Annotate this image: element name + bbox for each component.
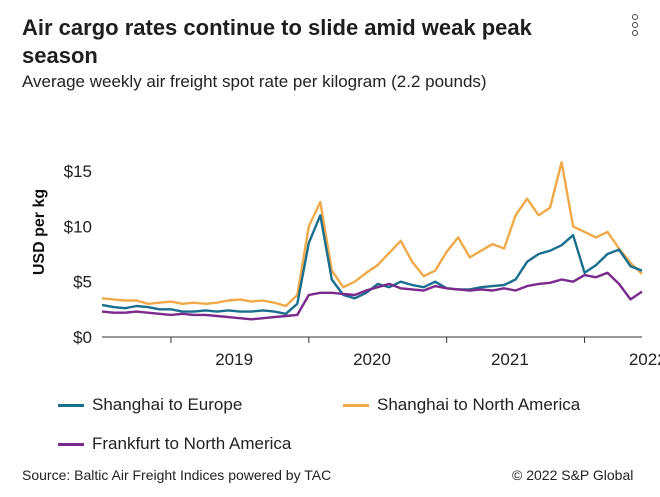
x-tick-label: 2021 bbox=[491, 350, 529, 369]
x-tick-label: 2019 bbox=[215, 350, 253, 369]
menu-dot bbox=[632, 30, 638, 36]
y-tick-label: $5 bbox=[73, 273, 92, 292]
y-tick-label: $15 bbox=[64, 162, 92, 181]
legend-item-europe[interactable]: Shanghai to Europe bbox=[58, 395, 242, 415]
x-tick-label: 2022 bbox=[629, 350, 660, 369]
menu-dot bbox=[632, 14, 638, 20]
legend-swatch bbox=[58, 403, 84, 407]
chart-subtitle: Average weekly air freight spot rate per… bbox=[22, 72, 487, 91]
legend-item-north-america[interactable]: Shanghai to North America bbox=[343, 395, 580, 415]
y-tick-label: $0 bbox=[73, 328, 92, 347]
menu-dot bbox=[632, 22, 638, 28]
series-line-shanghai-to-north-america bbox=[101, 160, 643, 308]
chart-title: Air cargo rates continue to slide amid w… bbox=[22, 15, 532, 68]
legend-swatch bbox=[343, 403, 369, 407]
series-group bbox=[101, 160, 643, 321]
copyright-note: © 2022 S&P Global bbox=[512, 467, 634, 483]
series-line-frankfurt-to-north-america bbox=[101, 271, 643, 321]
legend-label: Shanghai to Europe bbox=[92, 395, 243, 414]
y-tick-label: $10 bbox=[64, 217, 92, 236]
legend-label: Shanghai to North America bbox=[377, 395, 581, 414]
more-vertical-icon[interactable] bbox=[628, 14, 642, 42]
legend-item-frankfurt[interactable]: Frankfurt to North America bbox=[58, 434, 291, 454]
source-note: Source: Baltic Air Freight Indices power… bbox=[22, 467, 332, 483]
y-axis-label: USD per kg bbox=[31, 189, 48, 275]
x-axis: 2019 2020 2021 2022 bbox=[170, 337, 660, 369]
series-line-shanghai-to-europe bbox=[101, 214, 643, 315]
x-tick-label: 2020 bbox=[353, 350, 391, 369]
legend-swatch bbox=[58, 442, 84, 446]
legend-label: Frankfurt to North America bbox=[92, 434, 292, 453]
y-axis: $0 $5 $10 $15 bbox=[64, 162, 92, 347]
